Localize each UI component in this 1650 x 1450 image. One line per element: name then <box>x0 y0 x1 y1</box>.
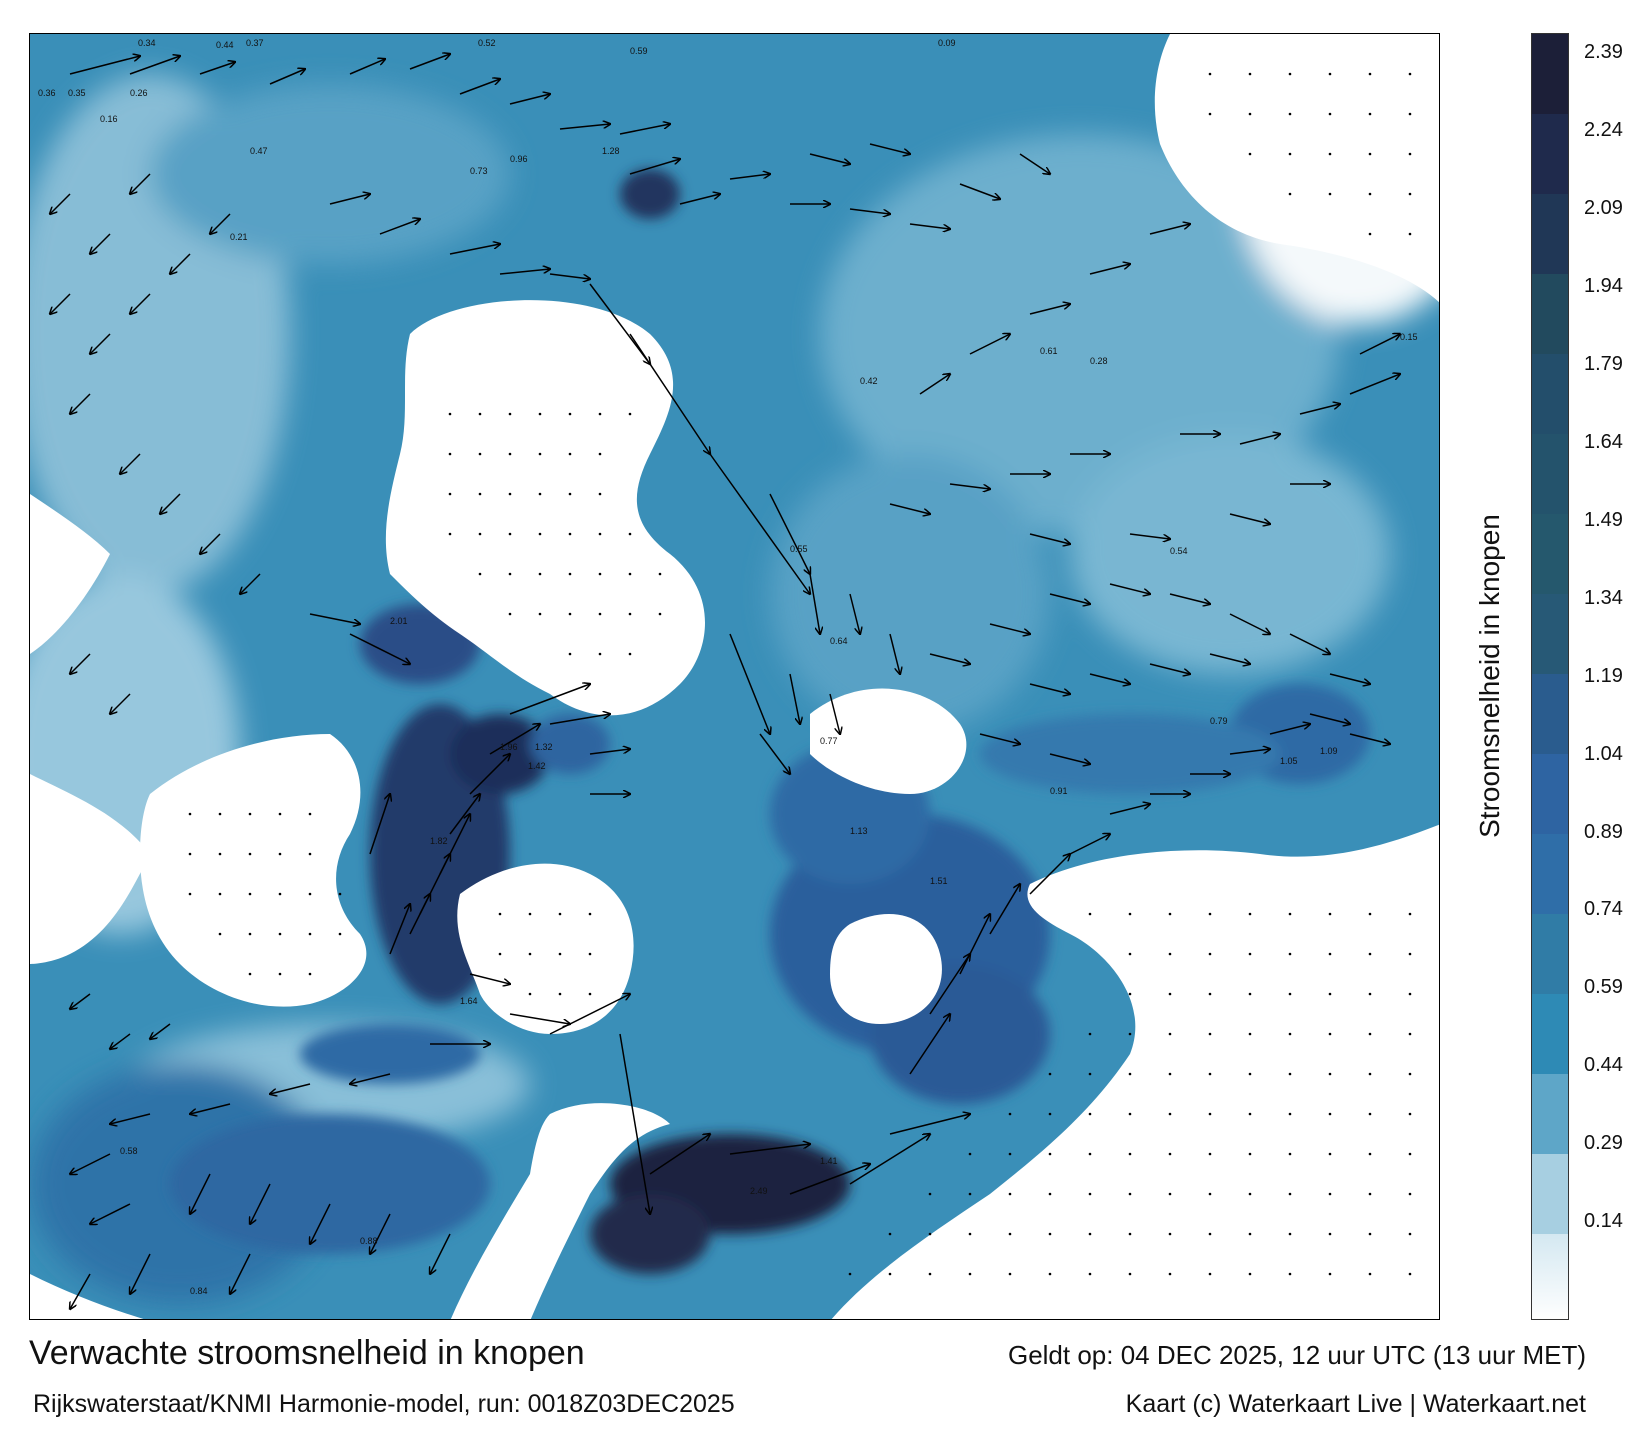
colorbar-band <box>1532 754 1568 834</box>
value-label: 0.36 <box>38 88 56 98</box>
value-label: 0.28 <box>1090 356 1108 366</box>
colorbar-tick: 0.89 <box>1584 821 1623 843</box>
value-label: 1.32 <box>535 742 553 752</box>
value-label: 0.16 <box>100 114 118 124</box>
colorbar-tick: 0.74 <box>1584 898 1623 920</box>
value-label: 0.88 <box>360 1236 378 1246</box>
value-label: 1.28 <box>602 146 620 156</box>
colorbar-tick: 2.39 <box>1584 41 1623 63</box>
land-mass <box>30 34 1439 1319</box>
colorbar-band <box>1532 274 1568 354</box>
value-label: 1.82 <box>430 836 448 846</box>
value-label: 1.13 <box>850 826 868 836</box>
colorbar-tick: 0.29 <box>1584 1132 1623 1154</box>
colorbar-tick: 0.44 <box>1584 1054 1623 1076</box>
value-label: 0.58 <box>120 1146 138 1156</box>
current-vectors <box>50 54 1400 1309</box>
colorbar-band <box>1532 1154 1568 1234</box>
colorbar-band <box>1532 514 1568 594</box>
colorbar-band <box>1532 914 1568 994</box>
colorbar-band <box>1532 1074 1568 1154</box>
colorbar-band <box>1532 114 1568 194</box>
valid-time-label: Geldt op: 04 DEC 2025, 12 uur UTC (13 uu… <box>1007 1340 1586 1370</box>
map-canvas: 0.44 0.34 0.37 0.52 0.59 0.09 0.36 0.35 … <box>30 34 1439 1319</box>
colorbar-tick: 2.09 <box>1584 197 1623 219</box>
value-label: 0.61 <box>1040 346 1058 356</box>
colorbar-band <box>1532 194 1568 274</box>
credit-link[interactable]: Kaart (c) Waterkaart Live | Waterkaart.n… <box>1125 1390 1586 1418</box>
colorbar-tick: 1.19 <box>1584 665 1623 687</box>
colorbar-band <box>1532 834 1568 914</box>
value-label: 0.44 <box>216 40 234 50</box>
colorbar-tick: 1.79 <box>1584 353 1623 375</box>
colorbar-band <box>1532 994 1568 1074</box>
value-label: 1.51 <box>930 876 948 886</box>
value-label: 0.42 <box>860 376 878 386</box>
page-title: Verwachte stroomsnelheid in knopen <box>29 1334 585 1372</box>
value-label: 1.64 <box>460 996 478 1006</box>
colorbar-band <box>1532 34 1568 114</box>
value-label: 0.84 <box>190 1286 208 1296</box>
colorbar-band <box>1532 354 1568 434</box>
grid-dots <box>188 72 1412 1276</box>
colorbar <box>1531 33 1569 1320</box>
value-label: 0.21 <box>230 232 248 242</box>
value-label: 1.42 <box>528 761 546 771</box>
colorbar-band <box>1532 594 1568 674</box>
colorbar-band <box>1532 1234 1568 1319</box>
value-label: 0.37 <box>246 38 264 48</box>
colorbar-tick: 1.49 <box>1584 509 1623 531</box>
value-label: 0.64 <box>830 636 848 646</box>
value-label: 1.96 <box>500 742 518 752</box>
value-label: 0.34 <box>138 38 156 48</box>
value-label: 2.49 <box>750 1186 768 1196</box>
value-label: 0.52 <box>478 38 496 48</box>
colorbar-tick: 0.59 <box>1584 976 1623 998</box>
colorbar-tick: 2.24 <box>1584 119 1623 141</box>
colorbar-band <box>1532 434 1568 514</box>
value-label: 0.26 <box>130 88 148 98</box>
model-run-label: Rijkswaterstaat/KNMI Harmonie-model, run… <box>33 1390 735 1418</box>
value-label: 0.55 <box>790 544 808 554</box>
value-label: 0.54 <box>1170 546 1188 556</box>
colorbar-band <box>1532 674 1568 754</box>
value-label: 0.73 <box>470 166 488 176</box>
sea-speed-field <box>30 34 1439 1319</box>
value-label: 0.91 <box>1050 786 1068 796</box>
value-label: 0.09 <box>938 38 956 48</box>
value-label: 0.47 <box>250 146 268 156</box>
value-label: 0.79 <box>1210 716 1228 726</box>
value-label: 0.77 <box>820 736 838 746</box>
colorbar-tick: 1.34 <box>1584 587 1623 609</box>
colorbar-tick: 1.64 <box>1584 431 1623 453</box>
value-label: 1.05 <box>1280 756 1298 766</box>
value-label: 0.59 <box>630 46 648 56</box>
value-label: 0.15 <box>1400 332 1418 342</box>
current-speed-map[interactable]: 0.44 0.34 0.37 0.52 0.59 0.09 0.36 0.35 … <box>29 33 1440 1320</box>
value-label: 0.35 <box>68 88 86 98</box>
colorbar-title: Stroomsnelheid in knopen <box>1474 514 1505 838</box>
colorbar-tick: 1.04 <box>1584 743 1623 765</box>
value-label: 1.09 <box>1320 746 1338 756</box>
value-label: 0.96 <box>510 154 528 164</box>
value-labels: 0.44 0.34 0.37 0.52 0.59 0.09 0.36 0.35 … <box>38 38 1418 1296</box>
value-label: 1.41 <box>820 1156 838 1166</box>
value-label: 2.01 <box>390 616 408 626</box>
colorbar-tick: 1.94 <box>1584 275 1623 297</box>
colorbar-tick: 0.14 <box>1584 1210 1623 1232</box>
